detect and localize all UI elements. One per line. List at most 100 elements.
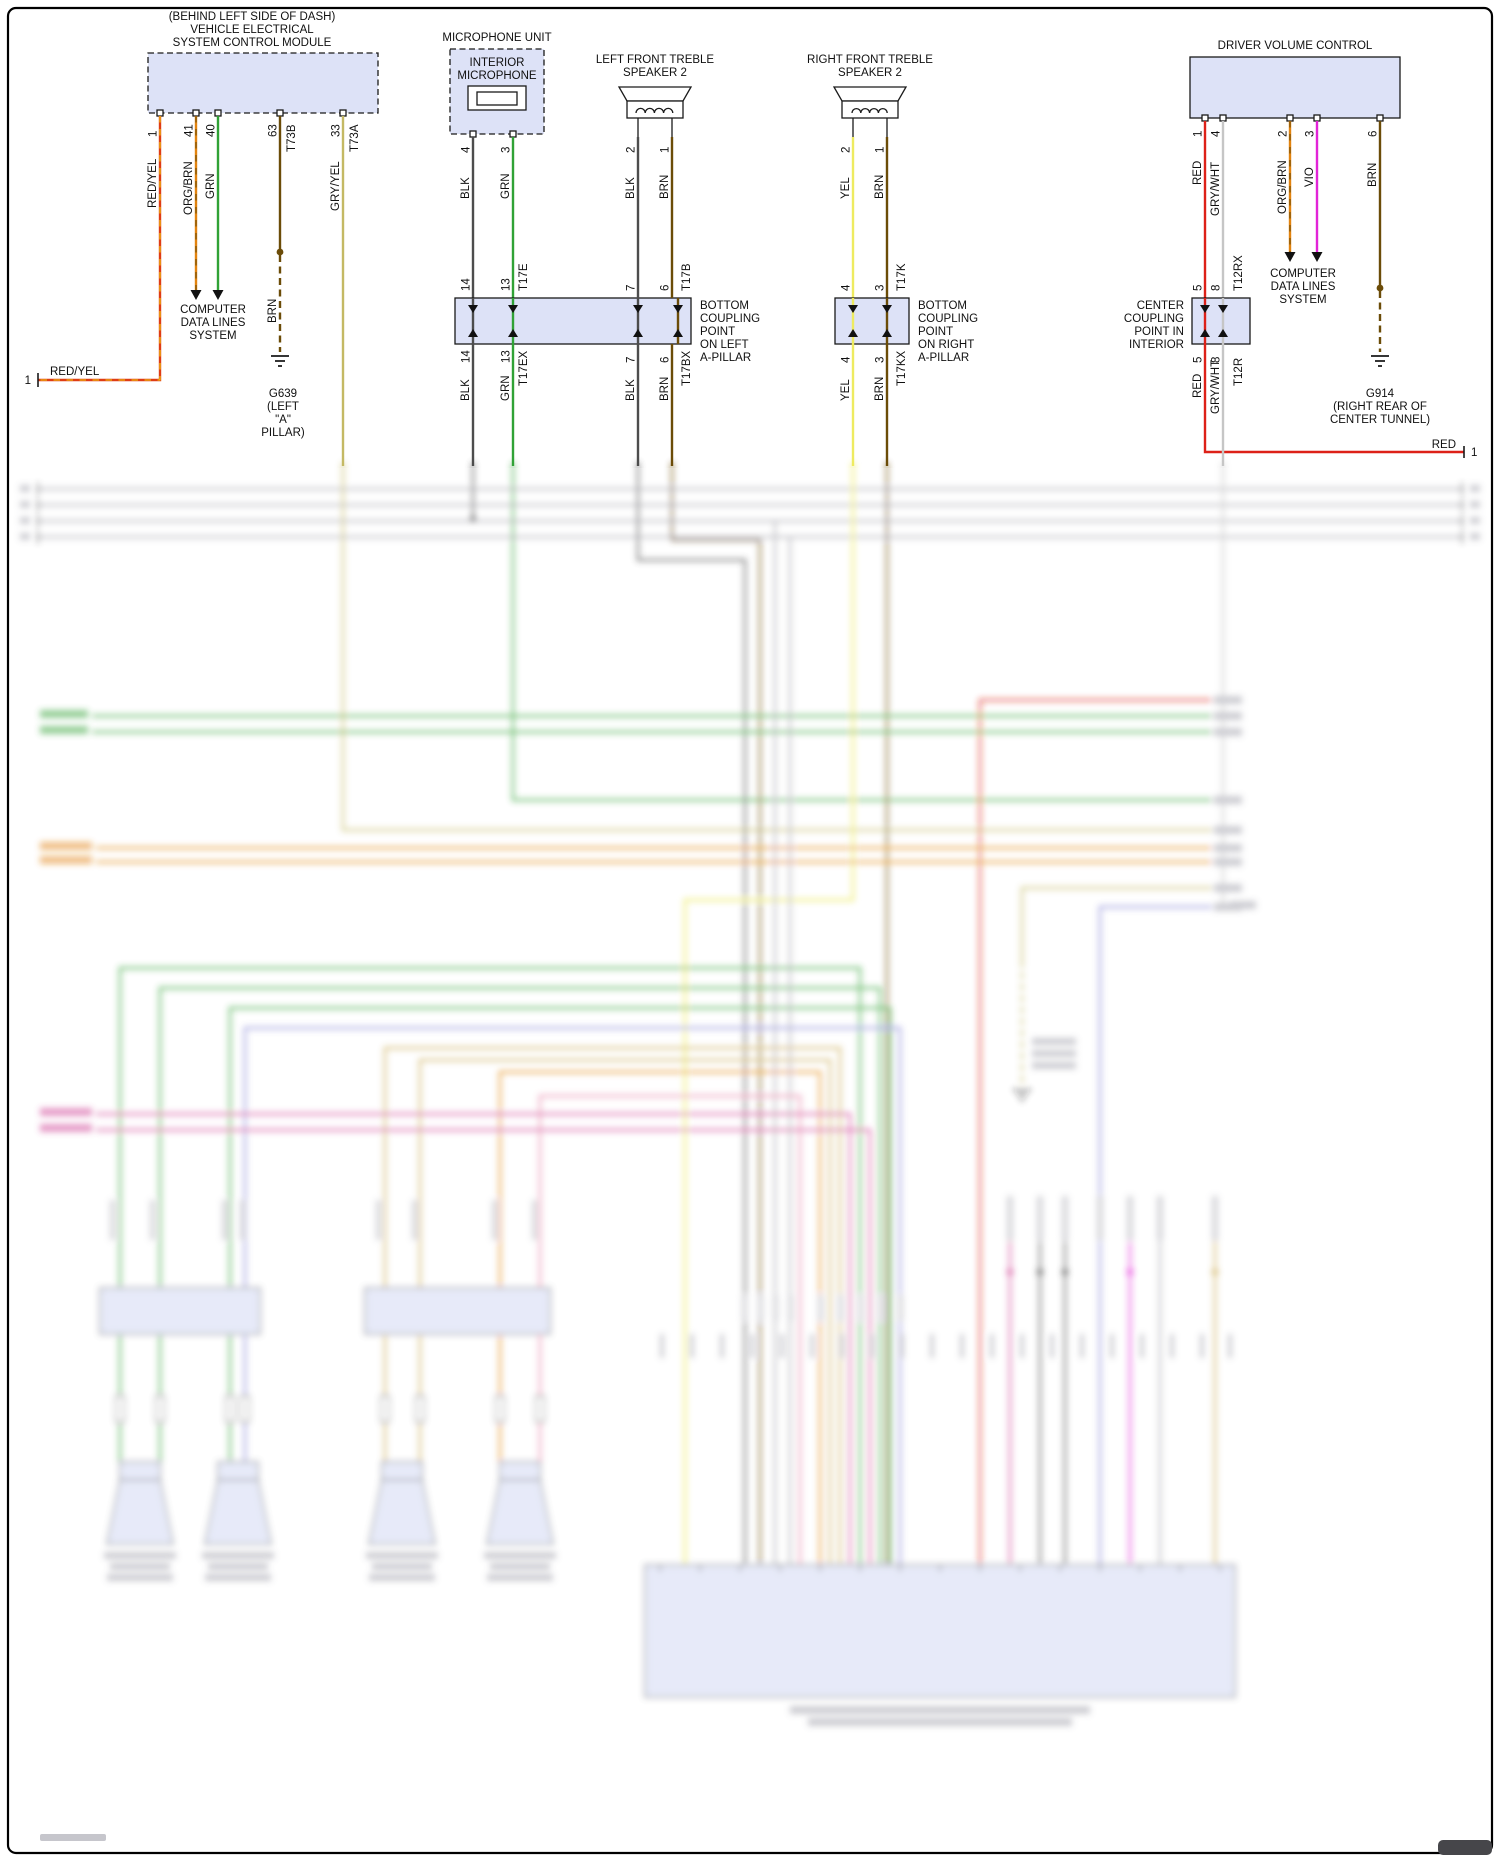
ground-label: G914 bbox=[1366, 388, 1395, 400]
vescm-box bbox=[147, 52, 379, 114]
scrollbar-thumb[interactable] bbox=[1438, 1840, 1492, 1855]
pin-label: 1 bbox=[875, 147, 887, 153]
note-text: ON RIGHT bbox=[918, 339, 974, 351]
ground-label: PILLAR) bbox=[261, 427, 305, 439]
connector-label: T17B bbox=[681, 263, 693, 291]
data-line-arrow-icon bbox=[212, 290, 224, 300]
module-location: (BEHIND LEFT SIDE OF DASH) bbox=[169, 11, 336, 23]
pin-label: 3 bbox=[875, 285, 887, 291]
ground-icon bbox=[1371, 355, 1389, 367]
data-line-arrow-icon bbox=[190, 290, 202, 300]
wire-label: BRN bbox=[659, 175, 671, 199]
note-text: COUPLING bbox=[700, 313, 760, 325]
coupling-arrows-icon bbox=[468, 305, 683, 337]
pin-label: 4 bbox=[841, 284, 853, 291]
note-text: INTERIOR bbox=[1129, 339, 1184, 351]
note-text: SYSTEM bbox=[1279, 294, 1326, 306]
pin-label: 2 bbox=[626, 147, 638, 153]
top-diagram: (BEHIND LEFT SIDE OF DASH) VEHICLE ELECT… bbox=[6, 6, 1494, 1855]
module-title: DRIVER VOLUME CONTROL bbox=[1218, 40, 1373, 52]
pin-label: 8 bbox=[1211, 357, 1223, 363]
pin-label: 8 bbox=[1211, 285, 1223, 291]
note-text: POINT IN bbox=[1134, 326, 1184, 338]
ground-label: (RIGHT REAR OF bbox=[1333, 401, 1427, 413]
pin-label: 3 bbox=[1305, 131, 1317, 137]
module-left-treble-speaker: LEFT FRONT TREBLE SPEAKER 2 2 1 BLK BRN … bbox=[596, 54, 760, 466]
pin-label: 5 bbox=[1193, 357, 1205, 363]
wire-label: GRY/YEL bbox=[330, 161, 342, 211]
speaker-icon-lower-2 bbox=[202, 1461, 274, 1581]
pin-label: 7 bbox=[626, 357, 638, 363]
coupling-box-center-interior bbox=[1191, 297, 1251, 345]
continuation-wires bbox=[341, 462, 1225, 1565]
pin-label: 41 bbox=[184, 124, 196, 137]
module-driver-volume-control: DRIVER VOLUME CONTROL 1 4 2 3 6 RED GRY/… bbox=[1124, 40, 1477, 466]
module-subtitle: MICROPHONE bbox=[457, 70, 537, 82]
pin-label: 14 bbox=[461, 278, 473, 291]
wire-label: BLK bbox=[460, 379, 472, 401]
module-title: RIGHT FRONT TREBLE bbox=[807, 54, 933, 66]
speaker-icon-lower-3 bbox=[366, 1461, 438, 1581]
pin-label: 13 bbox=[501, 350, 513, 363]
amplifier-box bbox=[644, 1564, 1236, 1698]
coupling-box-right-a-pillar bbox=[834, 297, 910, 345]
wire-label: RED/YEL bbox=[50, 366, 100, 378]
module-title: SPEAKER 2 bbox=[838, 67, 902, 79]
wire-label: BRN bbox=[1367, 163, 1379, 187]
coupling-box-left-a-pillar: 14 13 BLK GRN T17EX bbox=[454, 297, 692, 466]
connector-label: T17BX bbox=[681, 351, 693, 386]
module-title: SYSTEM CONTROL MODULE bbox=[173, 37, 332, 49]
wire-label: GRN bbox=[205, 173, 217, 199]
volume-control-box bbox=[1189, 56, 1401, 119]
connector-label: T17EX bbox=[518, 351, 530, 386]
wire-label: BRN bbox=[874, 377, 886, 401]
pin-label: 3 bbox=[501, 147, 513, 153]
coupling-box-lower-left-1 bbox=[99, 1287, 261, 1335]
speaker-icon-lower-4 bbox=[484, 1461, 556, 1581]
wire-label: VIO bbox=[1304, 167, 1316, 187]
pin-label: 13 bbox=[501, 278, 513, 291]
note-text: COUPLING bbox=[1124, 313, 1184, 325]
splice-dot bbox=[276, 248, 284, 256]
wire-label: BLK bbox=[460, 177, 472, 199]
wire-label: YEL bbox=[840, 379, 852, 401]
module-right-treble-speaker: RIGHT FRONT TREBLE SPEAKER 2 2 1 YEL BRN… bbox=[807, 54, 978, 466]
module-microphone: MICROPHONE UNIT INTERIOR MICROPHONE 4 3 … bbox=[442, 32, 552, 298]
pin-label: 4 bbox=[1211, 130, 1223, 137]
note-text: DATA LINES bbox=[181, 317, 246, 329]
ground-icon bbox=[271, 355, 289, 367]
edge-pin-label: 1 bbox=[1471, 447, 1477, 459]
wire-label: BRN bbox=[267, 299, 279, 323]
pin-label: 2 bbox=[1278, 131, 1290, 137]
wire-label: BLK bbox=[625, 379, 637, 401]
pin-label: 6 bbox=[660, 285, 672, 291]
ground-label: CENTER TUNNEL) bbox=[1330, 414, 1430, 426]
coupling-box-lower-left-2 bbox=[364, 1287, 551, 1335]
wire-label: ORG/BRN bbox=[1277, 160, 1289, 214]
pin-label: 6 bbox=[660, 357, 672, 363]
note-text: DATA LINES bbox=[1271, 281, 1336, 293]
blur-veil bbox=[9, 468, 1491, 1852]
module-title: SPEAKER 2 bbox=[623, 67, 687, 79]
wire-label: RED bbox=[1192, 374, 1204, 398]
module-title: VEHICLE ELECTRICAL bbox=[190, 24, 314, 36]
wire-red bbox=[1203, 344, 1464, 454]
note-text: COUPLING bbox=[918, 313, 978, 325]
pin-label: 4 bbox=[841, 356, 853, 363]
module-title: LEFT FRONT TREBLE bbox=[596, 54, 715, 66]
pin-label: 4 bbox=[461, 146, 473, 153]
note-text: POINT bbox=[700, 326, 735, 338]
pin-label: 7 bbox=[626, 285, 638, 291]
pin-label: 5 bbox=[1193, 285, 1205, 291]
pin-label: 2 bbox=[841, 147, 853, 153]
note-text: POINT bbox=[918, 326, 953, 338]
note-text: BOTTOM bbox=[700, 300, 749, 312]
wire-label: RED/YEL bbox=[147, 158, 159, 208]
pin-label: 40 bbox=[206, 124, 218, 137]
wire-label: BRN bbox=[874, 175, 886, 199]
connector-label: T12RX bbox=[1233, 255, 1245, 291]
note-text: A-PILLAR bbox=[918, 352, 969, 364]
pin-label: 6 bbox=[1368, 131, 1380, 137]
speaker-wire-bundle bbox=[96, 966, 903, 1565]
pin-label: 1 bbox=[148, 131, 160, 137]
